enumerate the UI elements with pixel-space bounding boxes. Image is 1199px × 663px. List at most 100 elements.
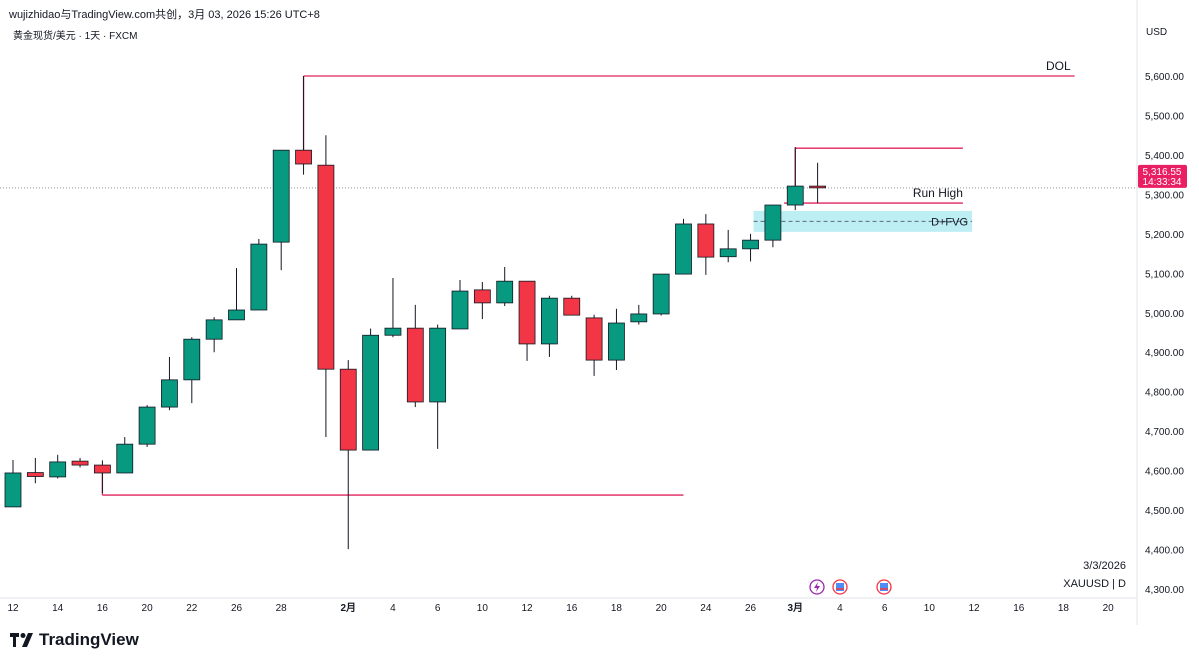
x-tick-label: 20 bbox=[142, 603, 154, 614]
candle-body bbox=[585, 317, 603, 361]
x-tick-label: 2月 bbox=[340, 602, 356, 614]
candle-body bbox=[161, 379, 178, 408]
us-flag-event-icon[interactable] bbox=[876, 579, 892, 595]
candle-body bbox=[563, 297, 581, 316]
price-tag-value: 5,316.55 bbox=[1143, 167, 1182, 178]
x-tick-label: 10 bbox=[477, 603, 489, 614]
candle-body bbox=[719, 248, 737, 258]
candle-body bbox=[451, 290, 469, 330]
candle-body bbox=[429, 327, 447, 403]
candle bbox=[652, 273, 670, 316]
candle-body bbox=[138, 406, 156, 445]
y-tick-label: 5,100.00 bbox=[1145, 269, 1184, 280]
candle bbox=[809, 162, 826, 204]
candle bbox=[250, 238, 268, 311]
x-tick-label: 28 bbox=[276, 603, 288, 614]
candle bbox=[116, 437, 134, 474]
candle-body bbox=[473, 289, 491, 304]
price-tag-countdown: 14:33:34 bbox=[1143, 177, 1182, 188]
candle bbox=[161, 356, 178, 411]
x-tick-label: 18 bbox=[1058, 603, 1070, 614]
us-flag-event-icon-glyph bbox=[880, 583, 888, 591]
candle bbox=[764, 204, 782, 248]
candle-body bbox=[541, 297, 558, 345]
x-tick-label: 3月 bbox=[787, 602, 803, 614]
x-tick-label: 16 bbox=[97, 603, 109, 614]
x-tick-label: 12 bbox=[968, 603, 980, 614]
candle bbox=[295, 76, 312, 175]
candle bbox=[786, 147, 804, 211]
x-tick-label: 14 bbox=[52, 603, 64, 614]
candle-body bbox=[384, 327, 402, 336]
candle bbox=[675, 218, 692, 275]
candle-body bbox=[228, 309, 245, 321]
x-tick-label: 22 bbox=[186, 603, 198, 614]
lightning-event-icon[interactable] bbox=[809, 579, 825, 595]
candle bbox=[451, 280, 469, 330]
tradingview-logo[interactable]: TradingView bbox=[10, 630, 139, 650]
candle bbox=[339, 360, 357, 550]
x-tick-label: 24 bbox=[700, 603, 712, 614]
candle bbox=[518, 280, 536, 361]
candle bbox=[183, 337, 201, 404]
candle bbox=[473, 281, 491, 320]
candle bbox=[228, 268, 245, 321]
price-chart[interactable]: 4,300.00 4,400.00 4,500.00 4,600.00 4,700.00… bbox=[0, 0, 1199, 625]
candle-body bbox=[786, 185, 804, 206]
y-tick-label: 4,700.00 bbox=[1145, 427, 1184, 438]
x-tick-label: 12 bbox=[7, 603, 19, 614]
candle bbox=[317, 135, 335, 438]
price-tag bbox=[1138, 164, 1187, 188]
candle-body bbox=[94, 464, 111, 474]
candle-body bbox=[26, 472, 44, 477]
attribution: wujizhidao与TradingView.com共创，3月 03, 2026… bbox=[9, 9, 320, 21]
level-label: Run High bbox=[913, 186, 963, 200]
fvg-label: D+FVG bbox=[931, 216, 968, 228]
candle bbox=[406, 304, 424, 408]
currency-label: USD bbox=[1146, 27, 1168, 38]
us-flag-event-icon-glyph bbox=[836, 583, 844, 591]
x-tick-label: 20 bbox=[656, 603, 668, 614]
y-tick-label: 4,500.00 bbox=[1145, 506, 1184, 517]
candle bbox=[362, 328, 380, 451]
candle bbox=[26, 457, 44, 484]
candle-body bbox=[362, 334, 380, 451]
y-tick-label: 5,400.00 bbox=[1145, 151, 1184, 162]
candle-body bbox=[652, 273, 670, 315]
candle bbox=[49, 454, 67, 479]
candle-body bbox=[496, 280, 514, 304]
fvg-zone bbox=[753, 210, 973, 232]
candle bbox=[630, 304, 648, 325]
us-flag-event-icon[interactable] bbox=[832, 579, 848, 595]
y-tick-label: 5,000.00 bbox=[1145, 309, 1184, 320]
candle bbox=[585, 314, 603, 376]
tradingview-logo-icon bbox=[10, 633, 33, 647]
candle-body bbox=[764, 204, 782, 241]
candle bbox=[697, 214, 715, 275]
candle bbox=[4, 459, 22, 508]
candle-body bbox=[250, 243, 268, 311]
candle bbox=[719, 229, 737, 263]
candle bbox=[608, 308, 625, 370]
lightning-event-icon-glyph bbox=[814, 582, 820, 592]
candle-body bbox=[339, 368, 357, 451]
candle bbox=[205, 317, 223, 353]
x-tick-label: 18 bbox=[611, 603, 623, 614]
candle-body bbox=[697, 223, 715, 258]
stamp-date: 3/3/2026 bbox=[1083, 560, 1126, 572]
candle-body bbox=[630, 313, 648, 323]
chart-stamp: 3/3/2026 XAUUSD | D bbox=[1063, 557, 1126, 593]
y-tick-label: 5,300.00 bbox=[1145, 190, 1184, 201]
candle bbox=[71, 457, 89, 468]
x-tick-label: 20 bbox=[1103, 603, 1115, 614]
symbol-info[interactable]: 黄金现货/美元 · 1天 · FXCM bbox=[13, 31, 138, 42]
x-tick-label: 4 bbox=[837, 603, 843, 614]
candle-body bbox=[406, 327, 424, 403]
candle-body bbox=[272, 149, 290, 243]
x-tick-label: 6 bbox=[435, 603, 441, 614]
y-tick-label: 4,900.00 bbox=[1145, 348, 1184, 359]
y-tick-label: 4,800.00 bbox=[1145, 388, 1184, 399]
candle bbox=[272, 149, 290, 271]
x-tick-label: 4 bbox=[390, 603, 396, 614]
candle-body bbox=[116, 443, 134, 474]
